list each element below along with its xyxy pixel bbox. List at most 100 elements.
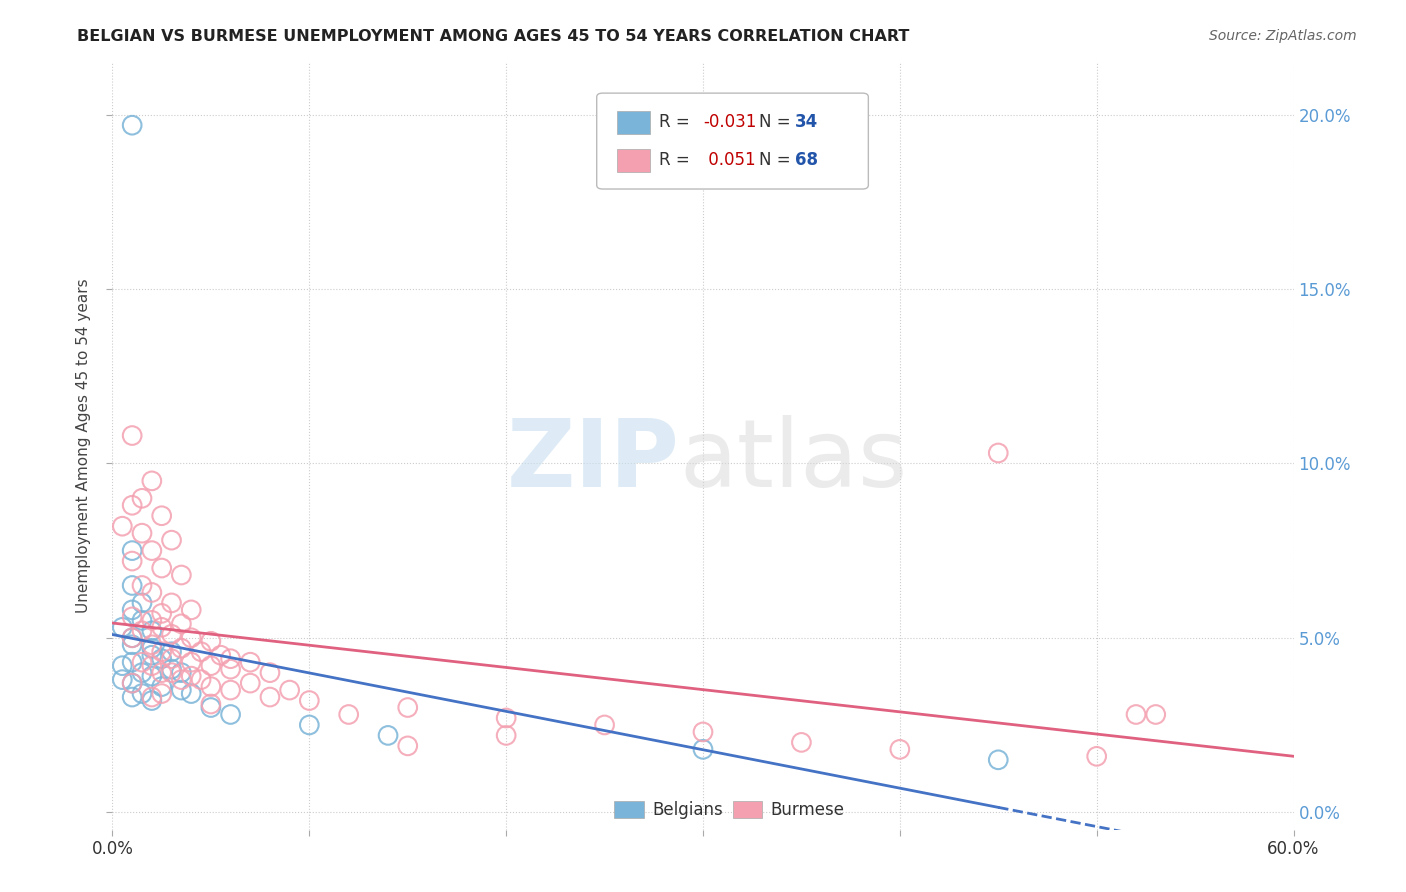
Text: 0.051: 0.051 [703, 151, 755, 169]
Point [239, 676, 262, 690]
Point [150, 687, 173, 701]
Point [150, 508, 173, 523]
Point [121, 554, 143, 568]
Text: -0.031: -0.031 [703, 112, 756, 130]
Point [396, 700, 419, 714]
Point [278, 683, 301, 698]
Point [121, 610, 143, 624]
Point [141, 613, 163, 627]
Point [160, 665, 183, 680]
Point [141, 638, 163, 652]
Text: R =: R = [659, 151, 690, 169]
Text: 34: 34 [796, 112, 818, 130]
Point [219, 651, 242, 665]
FancyBboxPatch shape [596, 93, 869, 189]
Text: Burmese: Burmese [770, 801, 845, 819]
Point [200, 697, 222, 711]
Point [131, 491, 153, 506]
Point [160, 533, 183, 548]
Text: BELGIAN VS BURMESE UNEMPLOYMENT AMONG AGES 45 TO 54 YEARS CORRELATION CHART: BELGIAN VS BURMESE UNEMPLOYMENT AMONG AG… [77, 29, 910, 44]
Point [141, 690, 163, 704]
Point [141, 624, 163, 638]
Point [121, 631, 143, 645]
Point [131, 578, 153, 592]
Point [692, 725, 714, 739]
Point [141, 585, 163, 599]
Point [150, 620, 173, 634]
Point [219, 683, 242, 698]
Point [111, 519, 134, 533]
Point [121, 498, 143, 512]
Point [495, 711, 517, 725]
Point [170, 683, 193, 698]
Text: Source: ZipAtlas.com: Source: ZipAtlas.com [1209, 29, 1357, 43]
Point [692, 742, 714, 756]
Point [150, 561, 173, 575]
Text: N =: N = [758, 112, 790, 130]
Point [141, 641, 163, 656]
Point [131, 687, 153, 701]
Point [180, 669, 202, 683]
Point [111, 673, 134, 687]
Point [141, 693, 163, 707]
Point [180, 687, 202, 701]
Point [160, 627, 183, 641]
Point [377, 728, 399, 742]
Point [987, 753, 1010, 767]
Point [298, 718, 321, 732]
Point [141, 648, 163, 663]
FancyBboxPatch shape [617, 111, 650, 134]
Point [259, 690, 281, 704]
Point [593, 718, 616, 732]
Point [889, 742, 911, 756]
Point [180, 631, 202, 645]
Point [190, 673, 212, 687]
Point [180, 655, 202, 669]
Point [170, 568, 193, 582]
Point [298, 693, 321, 707]
Point [121, 638, 143, 652]
Point [141, 669, 163, 683]
Text: 68: 68 [796, 151, 818, 169]
Point [160, 645, 183, 659]
Text: Belgians: Belgians [652, 801, 723, 819]
Point [131, 596, 153, 610]
Point [121, 543, 143, 558]
Point [200, 634, 222, 648]
Point [259, 665, 281, 680]
Point [200, 658, 222, 673]
Point [121, 655, 143, 669]
Point [239, 655, 262, 669]
Point [121, 676, 143, 690]
Point [111, 658, 134, 673]
Point [150, 645, 173, 659]
Point [170, 641, 193, 656]
Point [170, 616, 193, 631]
Point [987, 446, 1010, 460]
Point [495, 728, 517, 742]
Point [121, 578, 143, 592]
Point [131, 655, 153, 669]
Text: N =: N = [758, 151, 790, 169]
Point [337, 707, 360, 722]
Point [150, 680, 173, 694]
FancyBboxPatch shape [617, 149, 650, 172]
Point [170, 673, 193, 687]
Point [160, 651, 183, 665]
Point [200, 700, 222, 714]
Text: ZIP: ZIP [506, 416, 679, 508]
Point [790, 735, 813, 749]
Point [141, 543, 163, 558]
Point [150, 607, 173, 621]
Point [131, 624, 153, 638]
Point [1085, 749, 1108, 764]
Point [219, 662, 242, 676]
Point [121, 676, 143, 690]
FancyBboxPatch shape [733, 801, 762, 818]
Point [160, 662, 183, 676]
Y-axis label: Unemployment Among Ages 45 to 54 years: Unemployment Among Ages 45 to 54 years [76, 278, 91, 614]
Point [121, 603, 143, 617]
Point [121, 118, 143, 132]
Point [170, 665, 193, 680]
Point [150, 651, 173, 665]
